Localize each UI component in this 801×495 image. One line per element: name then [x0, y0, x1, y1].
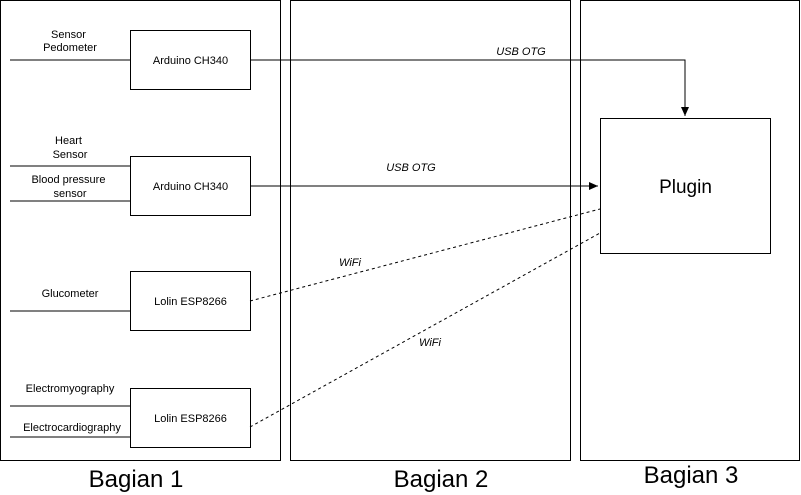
section-1-box [0, 0, 281, 461]
wifi-edge-2-label: WiFi [419, 337, 441, 349]
arduino-node-2-label: Arduino CH340 [153, 181, 228, 193]
heart-sensor-label: Heart Sensor [53, 135, 88, 161]
lolin-node-1-label: Lolin ESP8266 [154, 296, 227, 308]
section-1-label: Bagian 1 [89, 466, 184, 493]
lolin-node-1 [130, 271, 251, 331]
glucometer-label: Glucometer [42, 288, 99, 300]
wifi-edge-1 [249, 208, 601, 302]
usb-otg-edge-1 [250, 59, 689, 116]
section-2-label: Bagian 2 [394, 466, 489, 493]
wifi-edge-2 [249, 232, 601, 428]
blood-pressure-label: Blood pressure sensor [31, 174, 108, 200]
lolin-node-2-label: Lolin ESP8266 [154, 413, 227, 425]
plugin-node [600, 118, 771, 254]
section-3-box [580, 0, 800, 461]
wifi-edge-1-label: WiFi [339, 257, 361, 269]
electromyography-label: Electromyography [26, 383, 115, 395]
usb-otg-edge-2-label: USB OTG [386, 162, 436, 174]
sensor-pedometer-label: Sensor Pedometer [43, 29, 97, 54]
arduino-node-1-label: Arduino CH340 [153, 55, 228, 67]
electrocardiography-label: Electrocardiography [23, 422, 121, 434]
arduino-node-1 [130, 30, 251, 90]
section-3-label: Bagian 3 [644, 462, 739, 489]
section-2-box [290, 0, 571, 461]
lolin-node-2 [130, 388, 251, 448]
arduino-node-2 [130, 156, 251, 216]
usb-otg-edge-1-label: USB OTG [496, 46, 546, 58]
plugin-node-label: Plugin [659, 177, 712, 198]
